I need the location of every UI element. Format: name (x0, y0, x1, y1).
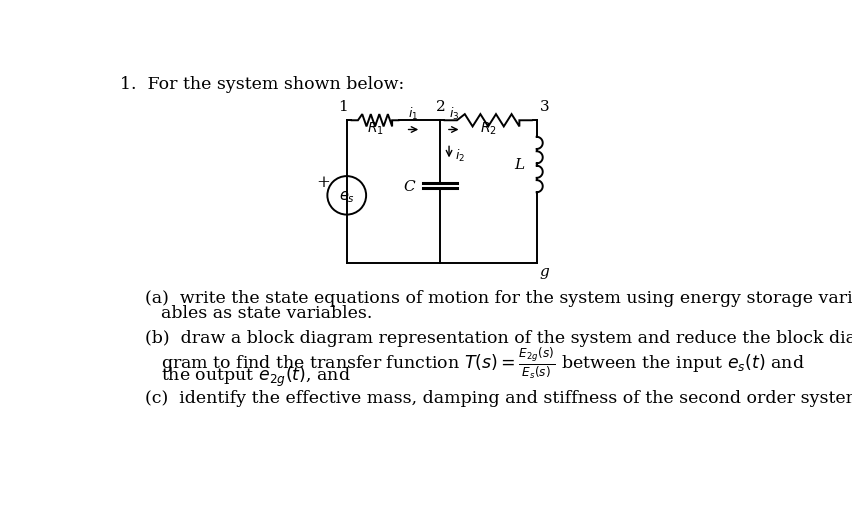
Text: ables as state variables.: ables as state variables. (161, 305, 372, 322)
Text: $i_2$: $i_2$ (455, 147, 465, 164)
Text: $R_2$: $R_2$ (480, 120, 497, 137)
Text: (a)  write the state equations of motion for the system using energy storage var: (a) write the state equations of motion … (145, 290, 852, 307)
Text: 3: 3 (539, 100, 550, 114)
Text: gram to find the transfer function $T(s) = \frac{E_{2g}(s)}{E_s(s)}$ between the: gram to find the transfer function $T(s)… (161, 346, 804, 381)
Text: the output $e_{2g}(t)$, and: the output $e_{2g}(t)$, and (161, 364, 350, 389)
Text: $R_1$: $R_1$ (366, 120, 383, 137)
Text: 1: 1 (338, 100, 348, 114)
Text: C: C (403, 180, 415, 194)
Text: 2: 2 (436, 100, 446, 114)
Text: (c)  identify the effective mass, damping and stiffness of the second order syst: (c) identify the effective mass, damping… (145, 390, 852, 407)
Text: L: L (515, 157, 525, 171)
Text: $e_s$: $e_s$ (339, 189, 354, 205)
Text: (b)  draw a block diagram representation of the system and reduce the block dia-: (b) draw a block diagram representation … (145, 330, 852, 348)
Text: $i_3$: $i_3$ (448, 106, 459, 122)
Text: 1.  For the system shown below:: 1. For the system shown below: (120, 77, 405, 93)
Text: g: g (539, 265, 550, 279)
Text: $i_1$: $i_1$ (408, 106, 418, 122)
Text: +: + (317, 174, 331, 191)
